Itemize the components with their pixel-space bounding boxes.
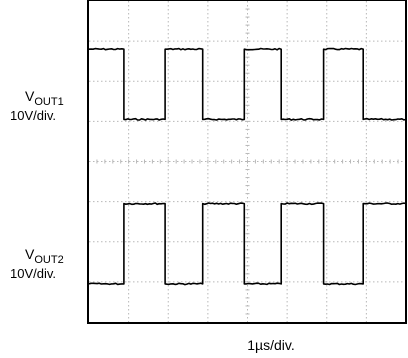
trace-vout1 — [88, 47, 407, 121]
channel2-scale: 10V/div. — [10, 266, 56, 281]
channel1-label: VOUT1 — [25, 88, 64, 108]
time-scale-label: 1µs/div. — [247, 337, 295, 353]
grid — [89, 1, 406, 322]
traces — [88, 47, 407, 286]
trace-vout2 — [88, 202, 407, 286]
plot-frame — [87, 0, 407, 324]
channel2-label: VOUT2 — [25, 246, 64, 266]
channel1-scale: 10V/div. — [10, 108, 56, 123]
